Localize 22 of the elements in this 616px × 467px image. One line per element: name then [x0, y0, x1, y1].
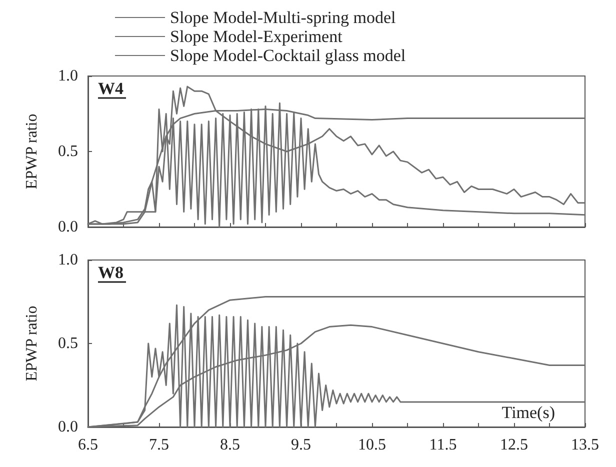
x-tick-label: 12.5 [500, 436, 528, 454]
x-axis-title: Time(s) [502, 403, 555, 422]
y-axis-title: EPWP ratio [24, 114, 40, 190]
legend-label: Slope Model-Experiment [170, 27, 343, 46]
y-tick-label: 0.0 [58, 218, 78, 236]
x-tick-label: 7.5 [149, 436, 169, 454]
y-tick-label: 0.0 [58, 418, 78, 436]
y-tick-label: 1.0 [58, 68, 78, 84]
x-tick-label: 11.5 [429, 436, 457, 454]
y-tick-label: 0.5 [58, 143, 78, 160]
x-tick-label: 9.5 [291, 436, 311, 454]
annotation: W8 [98, 263, 124, 282]
x-tick-label: 13.5 [571, 436, 599, 454]
x-tick-label: 6.5 [78, 436, 98, 454]
x-tick-label: 10.5 [358, 436, 386, 454]
legend-label: Slope Model-Cocktail glass model [170, 46, 406, 65]
y-axis-title: EPWP ratio [24, 306, 40, 382]
annotation: W4 [98, 79, 124, 98]
x-tick-label: 8.5 [220, 436, 240, 454]
legend-label: Slope Model-Multi-spring model [170, 8, 396, 27]
y-tick-label: 0.5 [58, 335, 78, 352]
y-tick-label: 1.0 [58, 252, 78, 268]
